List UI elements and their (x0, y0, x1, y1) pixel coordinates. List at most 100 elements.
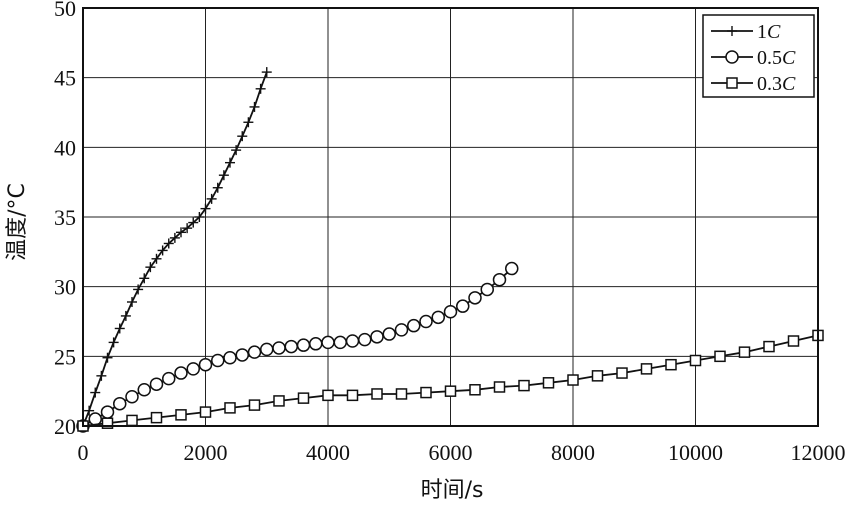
data-point (188, 217, 199, 228)
data-point (249, 101, 260, 112)
data-point (493, 381, 506, 393)
data-point (726, 77, 738, 89)
data-point (101, 417, 114, 429)
data-point (284, 339, 298, 354)
data-point (321, 335, 335, 350)
data-point (163, 238, 174, 249)
data-point (182, 223, 193, 234)
x-tick-label: 2000 (184, 440, 228, 465)
data-point (345, 334, 360, 348)
data-point (505, 261, 519, 276)
data-point (224, 402, 236, 414)
data-point (333, 335, 347, 350)
data-point (223, 350, 237, 365)
data-point (272, 341, 286, 355)
data-point (591, 370, 604, 382)
data-point (211, 353, 225, 368)
data-point (273, 395, 285, 407)
x-tick-label: 0 (78, 440, 89, 465)
data-point (237, 131, 248, 142)
y-axis-label: 温度/°C (5, 183, 30, 261)
series-circle (76, 261, 519, 433)
data-point (296, 338, 311, 352)
y-tick-label: 45 (54, 66, 76, 91)
data-point (382, 327, 396, 341)
data-point (212, 182, 223, 193)
y-tick-label: 50 (54, 0, 76, 21)
data-point (456, 299, 470, 313)
data-point (725, 50, 739, 64)
data-point (395, 388, 408, 400)
data-point (225, 157, 235, 168)
data-point (492, 272, 507, 287)
data-point (431, 310, 445, 325)
data-point (150, 411, 163, 424)
data-point (542, 377, 555, 389)
data-point (235, 348, 249, 362)
x-tick-label: 10000 (668, 440, 723, 465)
data-point (370, 330, 384, 344)
x-axis-label: 时间/s (421, 478, 484, 503)
legend-label: 0.3C (757, 73, 796, 95)
tick-labels: 0 2000 4000 6000 8000 10000 12000 20 25 30 35 40 45 5… (54, 0, 846, 465)
series-plus (78, 67, 272, 431)
data-point (113, 396, 127, 411)
data-point (125, 389, 139, 404)
data-point (518, 379, 530, 392)
data-point (186, 362, 200, 376)
data-point (206, 193, 217, 204)
y-tick-label: 25 (54, 344, 76, 369)
data-point (169, 232, 180, 243)
y-tick-label: 35 (54, 205, 76, 230)
data-point (194, 212, 205, 222)
data-point (149, 377, 164, 391)
data-point (126, 414, 138, 427)
data-point (145, 262, 156, 273)
y-tick-label: 30 (54, 275, 76, 300)
data-point (714, 350, 726, 363)
data-point (689, 354, 702, 367)
data-point (200, 203, 211, 214)
legend: 1C 0.5C 0.3C (702, 14, 815, 98)
y-tick-label: 40 (54, 135, 76, 160)
data-point (151, 253, 162, 264)
data-point (96, 370, 107, 381)
data-point (444, 385, 457, 397)
data-point (358, 332, 372, 347)
data-point (90, 387, 101, 398)
data-point (469, 384, 481, 396)
data-point (127, 296, 137, 307)
legend-label: 1C (757, 21, 781, 43)
data-point (371, 388, 383, 400)
data-point (346, 389, 359, 402)
data-point (322, 389, 334, 402)
data-point (394, 323, 409, 337)
data-point (199, 406, 212, 418)
data-point (616, 367, 628, 379)
data-point (218, 170, 229, 181)
data-point (175, 409, 187, 421)
data-point (787, 335, 800, 347)
data-point (198, 357, 213, 372)
x-tick-label: 6000 (429, 440, 473, 465)
data-point (419, 314, 433, 329)
data-point (243, 117, 254, 128)
x-tick-label: 4000 (306, 440, 350, 465)
data-point (738, 346, 751, 358)
data-point (255, 83, 266, 94)
data-point (139, 273, 150, 284)
data-point (309, 337, 323, 351)
data-point (640, 363, 653, 375)
data-point (420, 386, 432, 399)
data-point (174, 366, 188, 380)
data-point (567, 374, 579, 386)
legend-label: 0.5C (757, 47, 796, 69)
data-point (247, 345, 262, 359)
data-point (407, 318, 421, 333)
data-point (727, 26, 737, 36)
data-point (120, 310, 131, 321)
series-layer (76, 67, 824, 433)
legend-entry: 1C (711, 21, 781, 43)
data-point (261, 67, 272, 78)
